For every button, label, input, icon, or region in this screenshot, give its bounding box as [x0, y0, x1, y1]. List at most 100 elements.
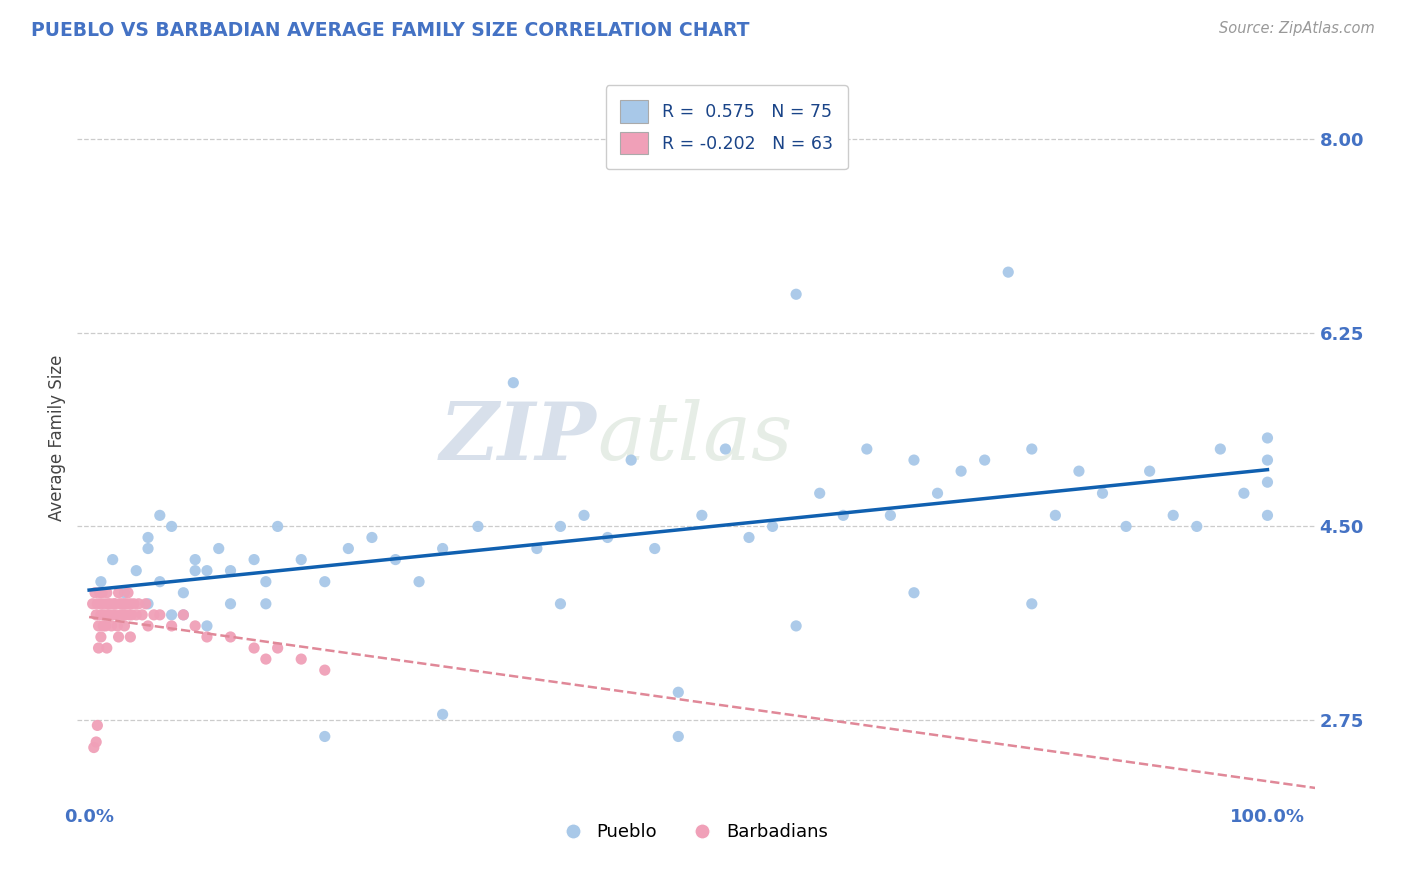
Point — [136, 541, 159, 556]
Point — [195, 619, 218, 633]
Point — [142, 607, 165, 622]
Point — [172, 586, 194, 600]
Point — [83, 740, 105, 755]
Point — [432, 707, 454, 722]
Point — [1139, 464, 1161, 478]
Y-axis label: Average Family Size: Average Family Size — [48, 355, 66, 521]
Point — [149, 574, 172, 589]
Point — [101, 552, 124, 566]
Point — [115, 597, 138, 611]
Text: ZIP: ZIP — [440, 400, 598, 476]
Point — [111, 597, 134, 611]
Point — [160, 519, 183, 533]
Point — [502, 376, 524, 390]
Point — [314, 574, 336, 589]
Point — [103, 597, 125, 611]
Point — [467, 519, 489, 533]
Point — [254, 574, 277, 589]
Point — [337, 541, 360, 556]
Point — [195, 630, 218, 644]
Point — [107, 630, 129, 644]
Point — [903, 586, 925, 600]
Point — [105, 607, 128, 622]
Point — [93, 597, 115, 611]
Point — [254, 652, 277, 666]
Point — [879, 508, 901, 523]
Point — [120, 597, 142, 611]
Point — [290, 552, 312, 566]
Point — [832, 508, 855, 523]
Point — [808, 486, 831, 500]
Point — [121, 607, 143, 622]
Point — [84, 586, 107, 600]
Point — [91, 607, 114, 622]
Point — [128, 597, 150, 611]
Point — [89, 586, 111, 600]
Point — [184, 552, 207, 566]
Point — [195, 564, 218, 578]
Point — [105, 619, 128, 633]
Point — [903, 453, 925, 467]
Point — [785, 619, 807, 633]
Point — [644, 541, 666, 556]
Point — [90, 574, 112, 589]
Point — [160, 607, 183, 622]
Point — [572, 508, 595, 523]
Point — [219, 597, 242, 611]
Point — [361, 531, 384, 545]
Point — [98, 597, 121, 611]
Point — [118, 607, 141, 622]
Point — [122, 597, 145, 611]
Point — [91, 586, 114, 600]
Point — [184, 564, 207, 578]
Point — [160, 619, 183, 633]
Point — [84, 735, 107, 749]
Point — [114, 597, 136, 611]
Point — [1256, 508, 1278, 523]
Point — [432, 541, 454, 556]
Point — [82, 597, 104, 611]
Point — [86, 597, 108, 611]
Point — [96, 607, 118, 622]
Point — [96, 586, 118, 600]
Point — [96, 640, 118, 655]
Text: PUEBLO VS BARBADIAN AVERAGE FAMILY SIZE CORRELATION CHART: PUEBLO VS BARBADIAN AVERAGE FAMILY SIZE … — [31, 21, 749, 40]
Point — [90, 630, 112, 644]
Point — [1256, 453, 1278, 467]
Point — [136, 619, 159, 633]
Point — [87, 640, 110, 655]
Point — [856, 442, 879, 456]
Point — [91, 619, 114, 633]
Legend: Pueblo, Barbadians: Pueblo, Barbadians — [557, 816, 835, 848]
Point — [114, 607, 136, 622]
Point — [973, 453, 995, 467]
Point — [1067, 464, 1090, 478]
Point — [761, 519, 783, 533]
Point — [86, 718, 108, 732]
Point — [110, 607, 132, 622]
Point — [84, 607, 107, 622]
Point — [100, 619, 122, 633]
Point — [131, 607, 153, 622]
Point — [1045, 508, 1067, 523]
Point — [266, 519, 288, 533]
Point — [526, 541, 548, 556]
Point — [125, 564, 148, 578]
Point — [927, 486, 949, 500]
Point — [219, 630, 242, 644]
Point — [1021, 597, 1043, 611]
Point — [184, 619, 207, 633]
Point — [243, 640, 266, 655]
Point — [104, 597, 127, 611]
Point — [108, 597, 131, 611]
Point — [666, 730, 689, 744]
Point — [120, 630, 142, 644]
Point — [1185, 519, 1208, 533]
Point — [1161, 508, 1184, 523]
Point — [738, 531, 761, 545]
Point — [114, 619, 136, 633]
Point — [112, 607, 135, 622]
Point — [136, 531, 159, 545]
Point — [125, 607, 148, 622]
Point — [1233, 486, 1256, 500]
